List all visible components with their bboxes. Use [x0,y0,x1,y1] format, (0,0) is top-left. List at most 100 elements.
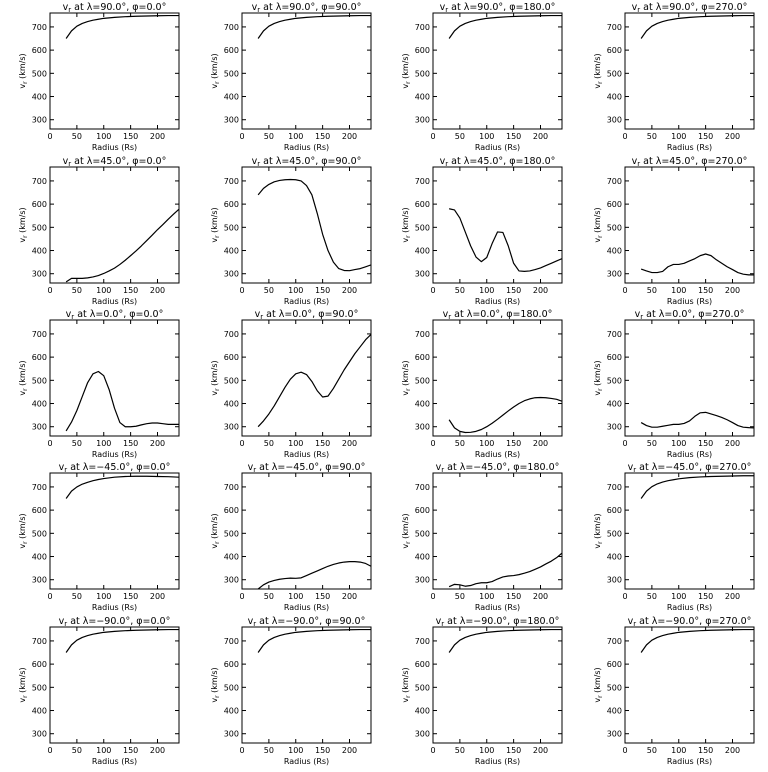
plot-frame [241,166,372,284]
y-tick-label: 500 [607,683,622,692]
panel-title: vr at λ=0.0°, φ=180.0° [443,309,553,321]
x-tick-label: 0 [622,132,627,141]
series-line [640,253,754,276]
x-axis-label: Radius (Rs) [284,603,329,612]
series-line [65,14,179,39]
plot-frame [49,319,180,437]
panel-title: vr at λ=90.0°, φ=180.0° [440,2,556,14]
x-axis-label: Radius (Rs) [92,450,137,459]
y-tick-label: 400 [607,93,622,102]
y-tick-label: 300 [224,576,239,585]
x-tick-label: 0 [47,439,52,448]
y-axis-label: vr (km/s) [593,513,604,548]
panel-title: vr at λ=−90.0°, φ=270.0° [628,616,752,628]
x-tick-label: 0 [239,592,244,601]
y-tick-label: 600 [607,46,622,55]
x-tick-label: 150 [698,746,713,755]
y-tick-label: 300 [607,730,622,739]
x-tick-label: 150 [315,439,330,448]
y-tick-label: 400 [224,553,239,562]
plot-frame [432,12,563,130]
x-tick-label: 0 [622,439,627,448]
y-axis-label: vr (km/s) [401,667,412,702]
x-axis-label: Radius (Rs) [667,603,712,612]
x-tick-label: 150 [315,592,330,601]
series-line [448,628,562,653]
x-tick-label: 0 [622,592,627,601]
y-axis-label: vr (km/s) [593,667,604,702]
y-tick-label: 700 [607,23,622,32]
x-tick-label: 100 [288,132,303,141]
chart-panel: 0 50 100 150 200 300 400 500 600 700 Radius (Rs) vr… [210,2,372,152]
y-tick-label: 400 [415,553,430,562]
x-tick-label: 150 [506,286,521,295]
plot-frame [432,626,563,744]
x-tick-label: 50 [455,439,465,448]
y-tick-label: 300 [415,576,430,585]
panel-title: vr at λ=45.0°, φ=270.0° [632,156,748,168]
plot-frame [624,166,755,284]
x-tick-label: 200 [150,439,165,448]
y-tick-label: 400 [607,400,622,409]
y-tick-label: 700 [607,177,622,186]
x-tick-label: 0 [622,286,627,295]
plot-frame [624,319,755,437]
y-tick-label: 700 [607,330,622,339]
y-axis-label: vr (km/s) [18,207,29,242]
x-tick-label: 50 [455,132,465,141]
x-tick-label: 200 [533,746,548,755]
x-axis-label: Radius (Rs) [284,297,329,306]
x-tick-label: 50 [647,439,657,448]
y-tick-label: 700 [607,637,622,646]
x-tick-label: 50 [72,286,82,295]
chart-panel: 0 50 100 150 200 300 400 500 600 700 Radius (Rs) vr… [210,309,372,459]
x-tick-label: 50 [72,439,82,448]
series-line [448,396,562,434]
y-tick-label: 400 [415,247,430,256]
plot-frame [241,626,372,744]
panel-title: vr at λ=45.0°, φ=0.0° [63,156,167,168]
x-tick-label: 100 [96,592,111,601]
panel-title: vr at λ=0.0°, φ=0.0° [66,309,164,321]
y-tick-label: 300 [415,116,430,125]
chart-panel: 0 50 100 150 200 300 400 500 600 700 Radius (Rs) vr… [18,2,180,152]
x-tick-label: 50 [72,746,82,755]
x-tick-label: 200 [725,439,740,448]
x-tick-label: 50 [72,592,82,601]
y-tick-label: 500 [415,223,430,232]
y-tick-label: 300 [415,270,430,279]
x-tick-label: 100 [288,439,303,448]
y-tick-label: 700 [224,483,239,492]
y-tick-label: 500 [415,683,430,692]
y-tick-label: 500 [224,683,239,692]
panel-title: vr at λ=90.0°, φ=0.0° [63,2,167,14]
y-tick-label: 700 [32,483,47,492]
y-tick-label: 400 [607,707,622,716]
x-tick-label: 200 [150,286,165,295]
y-tick-label: 600 [415,353,430,362]
x-tick-label: 50 [647,592,657,601]
x-tick-label: 50 [264,132,274,141]
y-tick-label: 700 [32,637,47,646]
plot-frame [241,319,372,437]
y-axis-label: vr (km/s) [18,53,29,88]
plot-frame [49,12,180,130]
x-axis-label: Radius (Rs) [667,450,712,459]
y-tick-label: 400 [224,400,239,409]
plot-frame [432,319,563,437]
y-tick-label: 700 [224,177,239,186]
y-tick-label: 500 [224,223,239,232]
x-tick-label: 50 [647,286,657,295]
x-tick-label: 0 [239,746,244,755]
x-tick-label: 0 [47,592,52,601]
y-axis-label: vr (km/s) [18,667,29,702]
series-line [640,628,754,653]
panel-title: vr at λ=−45.0°, φ=0.0° [59,462,171,474]
y-axis-label: vr (km/s) [593,53,604,88]
x-tick-label: 50 [264,439,274,448]
y-tick-label: 700 [607,483,622,492]
x-tick-label: 100 [671,286,686,295]
x-axis-label: Radius (Rs) [284,757,329,766]
chart-panel: 0 50 100 150 200 300 400 500 600 700 Radius (Rs) vr… [593,2,755,152]
